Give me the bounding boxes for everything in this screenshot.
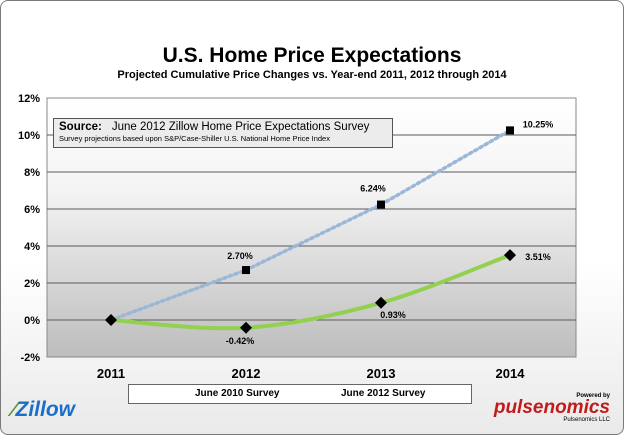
series-line-2012 bbox=[109, 253, 512, 331]
series-line-2010 bbox=[109, 128, 512, 322]
source-note: Survey projections based upon S&P/Case-S… bbox=[59, 134, 330, 143]
powered-by-label: Powered by bbox=[576, 393, 610, 399]
data-point-2010 bbox=[242, 266, 250, 275]
pulsenomics-llc-label: Pulsenomics LLC bbox=[563, 417, 610, 423]
data-point-2012 bbox=[240, 321, 252, 334]
y-tick-label: 8% bbox=[24, 167, 40, 179]
y-tick-label: 10% bbox=[18, 130, 40, 142]
x-tick-label: 2014 bbox=[496, 366, 526, 381]
zillow-logo: ⁄Zillow bbox=[12, 398, 76, 421]
pulsenomics-logo: Powered by pulsenomics Pulsenomics LLC bbox=[494, 393, 610, 423]
y-tick-label: 4% bbox=[24, 241, 40, 253]
data-point-2012 bbox=[375, 296, 387, 309]
y-tick-label: -2% bbox=[20, 352, 40, 364]
y-tick-label: 0% bbox=[24, 315, 40, 327]
source-annotation: Source: June 2012 Zillow Home Price Expec… bbox=[53, 118, 393, 148]
data-label: -0.42% bbox=[226, 336, 255, 346]
chart-title: U.S. Home Price Expectations bbox=[162, 44, 462, 67]
legend-label-2010: June 2010 Survey bbox=[195, 388, 280, 399]
source-label: Source: bbox=[59, 121, 102, 133]
x-tick-label: 2012 bbox=[232, 366, 261, 381]
chart-subtitle: Projected Cumulative Price Changes vs. Y… bbox=[117, 69, 507, 81]
data-label: 3.51% bbox=[525, 252, 551, 262]
x-tick-label: 2013 bbox=[367, 366, 396, 381]
data-label: 6.24% bbox=[360, 184, 386, 194]
data-point-2010 bbox=[377, 200, 385, 209]
data-label: 10.25% bbox=[523, 119, 554, 129]
pulsenomics-wordmark: pulsenomics bbox=[493, 397, 610, 418]
legend-label-2012: June 2012 Survey bbox=[341, 388, 426, 399]
data-point-2012 bbox=[504, 249, 516, 262]
data-label: 2.70% bbox=[227, 251, 253, 261]
data-label: 0.93% bbox=[380, 310, 406, 320]
source-text: June 2012 Zillow Home Price Expectations… bbox=[111, 121, 370, 133]
x-tick-label: 2011 bbox=[97, 366, 125, 381]
y-tick-label: 6% bbox=[24, 204, 40, 216]
legend: June 2010 Survey June 2012 Survey bbox=[128, 384, 472, 404]
y-tick-label: 12% bbox=[18, 93, 40, 105]
y-tick-label: 2% bbox=[24, 278, 40, 290]
data-point-2010 bbox=[506, 126, 514, 135]
data-point-2012 bbox=[105, 314, 117, 326]
